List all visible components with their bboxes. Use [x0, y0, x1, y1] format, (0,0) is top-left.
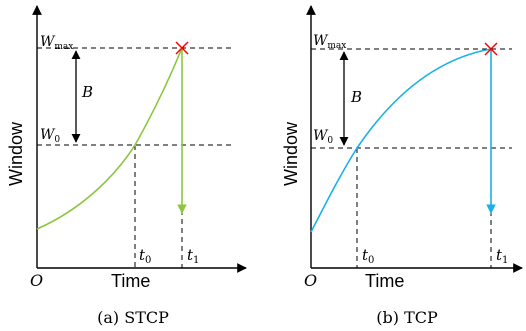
- wmax-label: Wmax: [313, 33, 346, 51]
- t0-label: t0: [362, 246, 374, 266]
- w0-label: W0: [40, 127, 60, 145]
- t1-label: t1: [496, 246, 508, 266]
- tcp-window-curve: [310, 48, 492, 233]
- y-axis-label: Window: [281, 121, 301, 186]
- panel-tcp: Wmax W0 B t0 t1 O Time Window (b) TCP: [281, 5, 523, 327]
- b-label: B: [81, 83, 93, 101]
- origin-label: O: [30, 271, 43, 290]
- caption-tcp: (b) TCP: [376, 308, 438, 327]
- caption-stcp: (a) STCP: [97, 308, 169, 327]
- stcp-window-curve: [36, 47, 183, 230]
- x-axis-label: Time: [365, 271, 404, 291]
- wmax-label: Wmax: [40, 34, 73, 52]
- y-axis-label: Window: [6, 121, 26, 186]
- cross-marker-icon: [175, 41, 189, 55]
- b-label: B: [350, 88, 362, 106]
- cross-marker-icon: [484, 42, 498, 56]
- x-axis-label: Time: [111, 271, 150, 291]
- t1-label: t1: [187, 246, 199, 266]
- panel-stcp: Wmax W0 B t0 t1 O Time Window (a) STCP: [6, 5, 247, 327]
- t0-label: t0: [139, 246, 151, 266]
- origin-label: O: [304, 271, 317, 290]
- w0-label: W0: [313, 128, 333, 146]
